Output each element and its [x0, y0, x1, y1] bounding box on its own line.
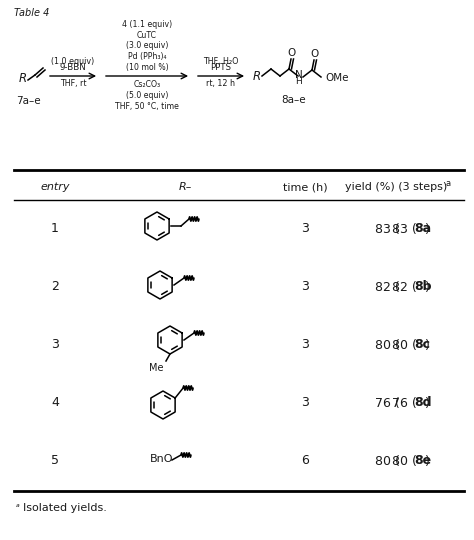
Text: 3: 3	[301, 339, 309, 352]
Text: 3: 3	[301, 222, 309, 235]
Text: PPTS: PPTS	[210, 63, 231, 72]
Text: 80 (: 80 (	[375, 455, 400, 468]
Text: 1: 1	[51, 222, 59, 235]
Text: 9-BBN: 9-BBN	[60, 63, 86, 72]
Text: OMe: OMe	[325, 73, 348, 83]
Text: 80 (: 80 (	[392, 455, 417, 468]
Text: O: O	[288, 48, 296, 58]
Text: 82 (: 82 (	[375, 280, 400, 294]
Text: 6: 6	[301, 455, 309, 468]
Text: Isolated yields.: Isolated yields.	[23, 503, 107, 513]
Text: 2: 2	[51, 280, 59, 294]
Text: ): )	[425, 280, 430, 294]
Text: Table 4: Table 4	[14, 8, 49, 18]
Text: R: R	[19, 71, 27, 84]
Text: O: O	[311, 49, 319, 59]
Text: 8a: 8a	[414, 222, 431, 235]
Text: 3: 3	[301, 396, 309, 409]
Text: ): )	[425, 339, 430, 352]
Text: ): )	[425, 222, 430, 235]
Text: 8c: 8c	[414, 339, 430, 352]
Text: THF, rt: THF, rt	[60, 79, 86, 88]
Text: 80 (: 80 (	[375, 339, 400, 352]
Text: BnO: BnO	[150, 454, 173, 464]
Text: rt, 12 h: rt, 12 h	[207, 79, 236, 88]
Text: 7a–e: 7a–e	[16, 96, 40, 106]
Text: R–: R–	[178, 182, 191, 192]
Text: 8b: 8b	[414, 280, 431, 294]
Text: 3: 3	[301, 280, 309, 294]
Text: 4: 4	[51, 396, 59, 409]
Text: yield (%) (3 steps): yield (%) (3 steps)	[345, 182, 447, 192]
Text: (1.0 equiv): (1.0 equiv)	[51, 57, 95, 66]
Text: N: N	[295, 70, 303, 80]
Text: entry: entry	[40, 182, 70, 192]
Text: 82 (: 82 (	[392, 280, 417, 294]
Text: R: R	[253, 70, 261, 83]
Text: Me: Me	[149, 363, 164, 373]
Text: 4 (1.1 equiv)
CuTC
(3.0 equiv)
Pd (PPh₃)₄
(10 mol %): 4 (1.1 equiv) CuTC (3.0 equiv) Pd (PPh₃)…	[122, 20, 172, 72]
Text: 8d: 8d	[414, 396, 431, 409]
Text: 3: 3	[51, 339, 59, 352]
Text: 76 (: 76 (	[375, 396, 400, 409]
Text: 83 (: 83 (	[392, 222, 417, 235]
Text: 8e: 8e	[414, 455, 431, 468]
Text: 83 (: 83 (	[375, 222, 400, 235]
Text: ): )	[425, 455, 430, 468]
Text: ): )	[425, 396, 430, 409]
Text: 8a–e: 8a–e	[282, 95, 306, 105]
Text: Cs₂CO₃
(5.0 equiv)
THF, 50 °C, time: Cs₂CO₃ (5.0 equiv) THF, 50 °C, time	[115, 80, 179, 111]
Text: 76 (: 76 (	[392, 396, 417, 409]
Text: ᵃ: ᵃ	[16, 503, 20, 513]
Text: 5: 5	[51, 455, 59, 468]
Text: 80 (: 80 (	[392, 339, 417, 352]
Text: H: H	[296, 78, 302, 86]
Text: THF, H₂O: THF, H₂O	[203, 57, 239, 66]
Text: time (h): time (h)	[283, 182, 328, 192]
Text: a: a	[446, 179, 451, 187]
